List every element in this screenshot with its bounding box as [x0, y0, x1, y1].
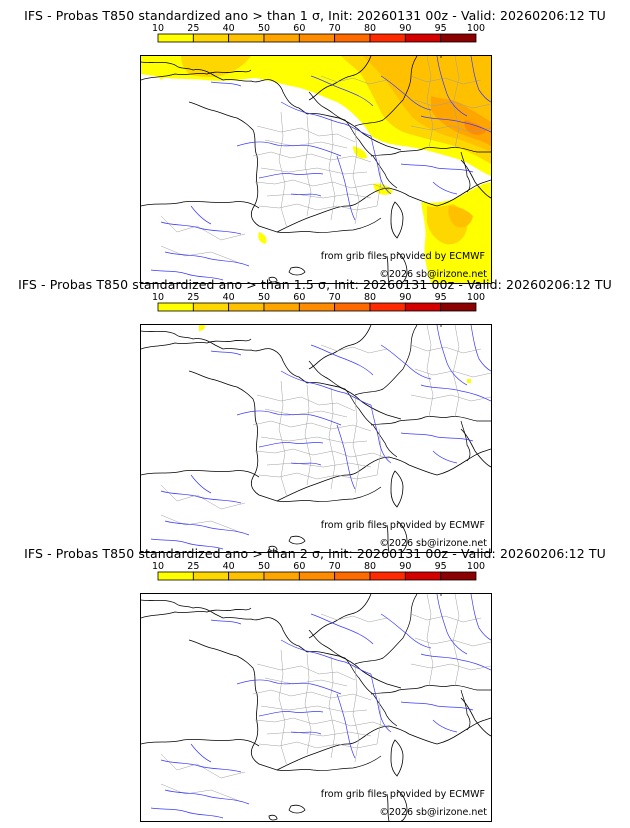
colorbar-segment [369, 571, 406, 581]
map-canvas [141, 325, 491, 552]
probability-field [199, 325, 471, 383]
colorbar-tick-label: 60 [293, 292, 305, 303]
probability-colorbar: 10 25 40 50 60 70 80 90 95 100 [152, 23, 485, 43]
copyright-credit: ©2026 sb@irizone.net [379, 538, 487, 549]
colorbar-tick-label: 50 [258, 292, 270, 303]
colorbar-tick-label: 90 [399, 292, 411, 303]
probability-map: from grib files provided by ECMWF ©2026 … [140, 324, 492, 553]
colorbar-segment [192, 302, 230, 312]
panel-title: IFS - Probas T850 standardized ano > tha… [24, 546, 606, 561]
colorbar-tick-label: 60 [293, 561, 305, 572]
probability-field [141, 56, 491, 283]
colorbar-segment [228, 302, 265, 312]
colorbar-segment [440, 302, 477, 312]
probability-colorbar: 10 25 40 50 60 70 80 90 95 100 [152, 292, 485, 312]
colorbar-segment [263, 571, 300, 581]
colorbar-segment [228, 33, 265, 43]
colorbar-tick-label: 50 [258, 23, 270, 34]
colorbar-segment [369, 33, 406, 43]
colorbar-tick-label: 70 [329, 23, 341, 34]
colorbar-tick-label: 40 [223, 23, 235, 34]
map-panel-1sigma: IFS - Probas T850 standardized ano > tha… [0, 8, 630, 284]
copyright-credit: ©2026 sb@irizone.net [379, 269, 487, 280]
colorbar-segment [440, 571, 477, 581]
colorbar-segment [440, 33, 477, 43]
colorbar-segment [157, 302, 194, 312]
colorbar-tick-label: 90 [399, 561, 411, 572]
colorbar-segment [369, 302, 406, 312]
colorbar-tick-label: 60 [293, 23, 305, 34]
colorbar-tick-label: 25 [187, 561, 199, 572]
colorbar-tick-label: 25 [187, 23, 199, 34]
colorbar-tick-label: 80 [364, 561, 376, 572]
source-credit: from grib files provided by ECMWF [320, 520, 485, 531]
colorbar-segment [192, 33, 230, 43]
colorbar-tick-label: 100 [467, 292, 485, 303]
colorbar-tick-label: 100 [467, 561, 485, 572]
probability-map: from grib files provided by ECMWF ©2026 … [140, 593, 492, 822]
colorbar-tick-label: 10 [152, 561, 164, 572]
map-canvas [141, 594, 491, 821]
colorbar-segment [404, 33, 442, 43]
source-credit: from grib files provided by ECMWF [320, 251, 485, 262]
colorbar-tick-label: 40 [223, 292, 235, 303]
colorbar-tick-label: 25 [187, 292, 199, 303]
source-credit: from grib files provided by ECMWF [320, 789, 485, 800]
colorbar-segment [263, 33, 300, 43]
colorbar-tick-label: 90 [399, 23, 411, 34]
colorbar-segment [263, 302, 300, 312]
colorbar-segment [157, 33, 194, 43]
colorbar-segment [228, 571, 265, 581]
colorbar-segment [298, 33, 336, 43]
colorbar-tick-label: 80 [364, 292, 376, 303]
colorbar-tick-label: 10 [152, 23, 164, 34]
colorbar-segment [298, 302, 336, 312]
colorbar-tick-label: 70 [329, 561, 341, 572]
probability-map: from grib files provided by ECMWF ©2026 … [140, 55, 492, 284]
colorbar-segment [404, 571, 442, 581]
colorbar-segment [157, 571, 194, 581]
panel-title: IFS - Probas T850 standardized ano > tha… [24, 8, 606, 23]
panel-title: IFS - Probas T850 standardized ano > tha… [18, 277, 612, 292]
colorbar-tick-label: 70 [329, 292, 341, 303]
colorbar-tick-label: 95 [435, 561, 447, 572]
map-canvas [141, 56, 491, 283]
colorbar-tick-label: 100 [467, 23, 485, 34]
map-panel-2sigma: IFS - Probas T850 standardized ano > tha… [0, 546, 630, 822]
colorbar-tick-label: 95 [435, 292, 447, 303]
colorbar-segment [298, 571, 336, 581]
colorbar-segment [334, 33, 371, 43]
colorbar-tick-label: 40 [223, 561, 235, 572]
colorbar-segment [334, 302, 371, 312]
colorbar-tick-label: 95 [435, 23, 447, 34]
colorbar-tick-label: 50 [258, 561, 270, 572]
colorbar-tick-label: 10 [152, 292, 164, 303]
colorbar-segment [404, 302, 442, 312]
copyright-credit: ©2026 sb@irizone.net [379, 807, 487, 818]
colorbar-segment [192, 571, 230, 581]
colorbar-tick-label: 80 [364, 23, 376, 34]
probability-colorbar: 10 25 40 50 60 70 80 90 95 100 [152, 561, 485, 581]
map-panel-1-5sigma: IFS - Probas T850 standardized ano > tha… [0, 277, 630, 553]
colorbar-segment [334, 571, 371, 581]
